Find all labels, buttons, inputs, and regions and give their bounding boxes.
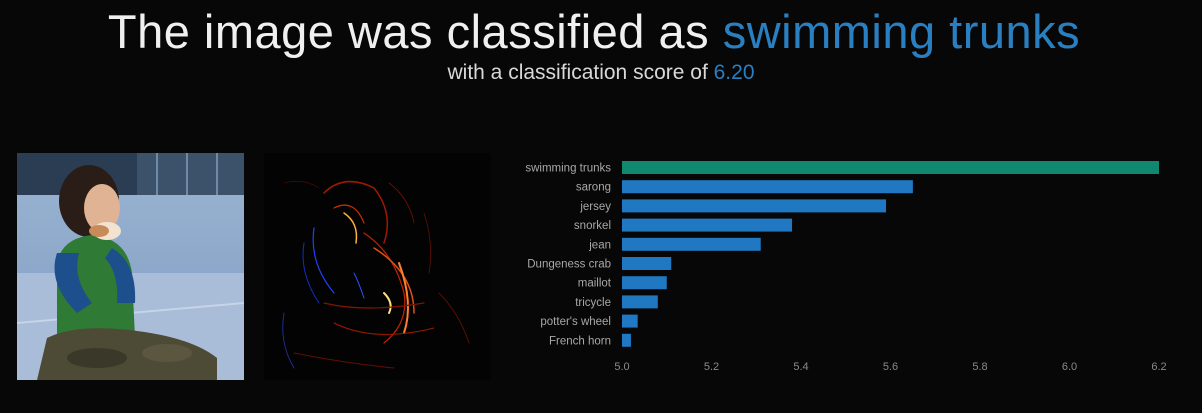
category-label: Dungeness crab: [527, 259, 611, 271]
title-prefix: The image was classified as: [107, 5, 710, 58]
score-bar-chart-svg: swimming trunks sarong jersey snorkel jean Du…: [525, 161, 1167, 373]
class-bar: [622, 333, 631, 347]
page-title: The image was classified as swimming tru…: [0, 4, 1188, 59]
category-label: tricycle: [575, 297, 611, 309]
class-bar: [622, 218, 793, 232]
x-tick-label: 5.4: [793, 361, 808, 373]
class-bar: [622, 276, 667, 290]
x-tick-label: 6.2: [1151, 361, 1166, 373]
predicted-class: swimming trunks: [722, 5, 1081, 58]
page-subtitle: with a classification score of 6.20: [0, 61, 1202, 85]
category-label: potter's wheel: [540, 316, 611, 328]
category-label: swimming trunks: [525, 163, 611, 175]
saliency-map: [264, 153, 491, 380]
x-tick-label: 5.2: [704, 361, 719, 373]
class-bar: [622, 180, 913, 194]
top-class-bar: [622, 161, 1159, 174]
class-bar: [622, 237, 761, 251]
category-label: snorkel: [574, 220, 611, 232]
x-tick-label: 5.6: [883, 361, 898, 373]
class-bar: [622, 257, 672, 270]
category-label: jersey: [579, 201, 611, 213]
x-tick-label: 5.8: [972, 361, 987, 373]
category-label: French horn: [549, 335, 611, 347]
category-label: maillot: [578, 278, 612, 290]
subtitle-prefix: with a classification score of: [447, 61, 708, 84]
class-bar: [622, 199, 887, 213]
x-tick-label: 6.0: [1062, 361, 1077, 373]
classification-score: 6.20: [713, 61, 755, 84]
x-tick-label: 5.0: [614, 361, 629, 373]
category-label: jean: [588, 239, 611, 251]
class-bar: [622, 314, 638, 328]
input-photo: [17, 153, 244, 380]
class-bar: [622, 295, 658, 309]
saliency-heatmap: [264, 153, 491, 380]
category-label: sarong: [576, 182, 611, 194]
score-bar-chart: swimming trunks sarong jersey snorkel jean Du…: [500, 150, 1190, 380]
child-eating-photo: [17, 153, 244, 380]
